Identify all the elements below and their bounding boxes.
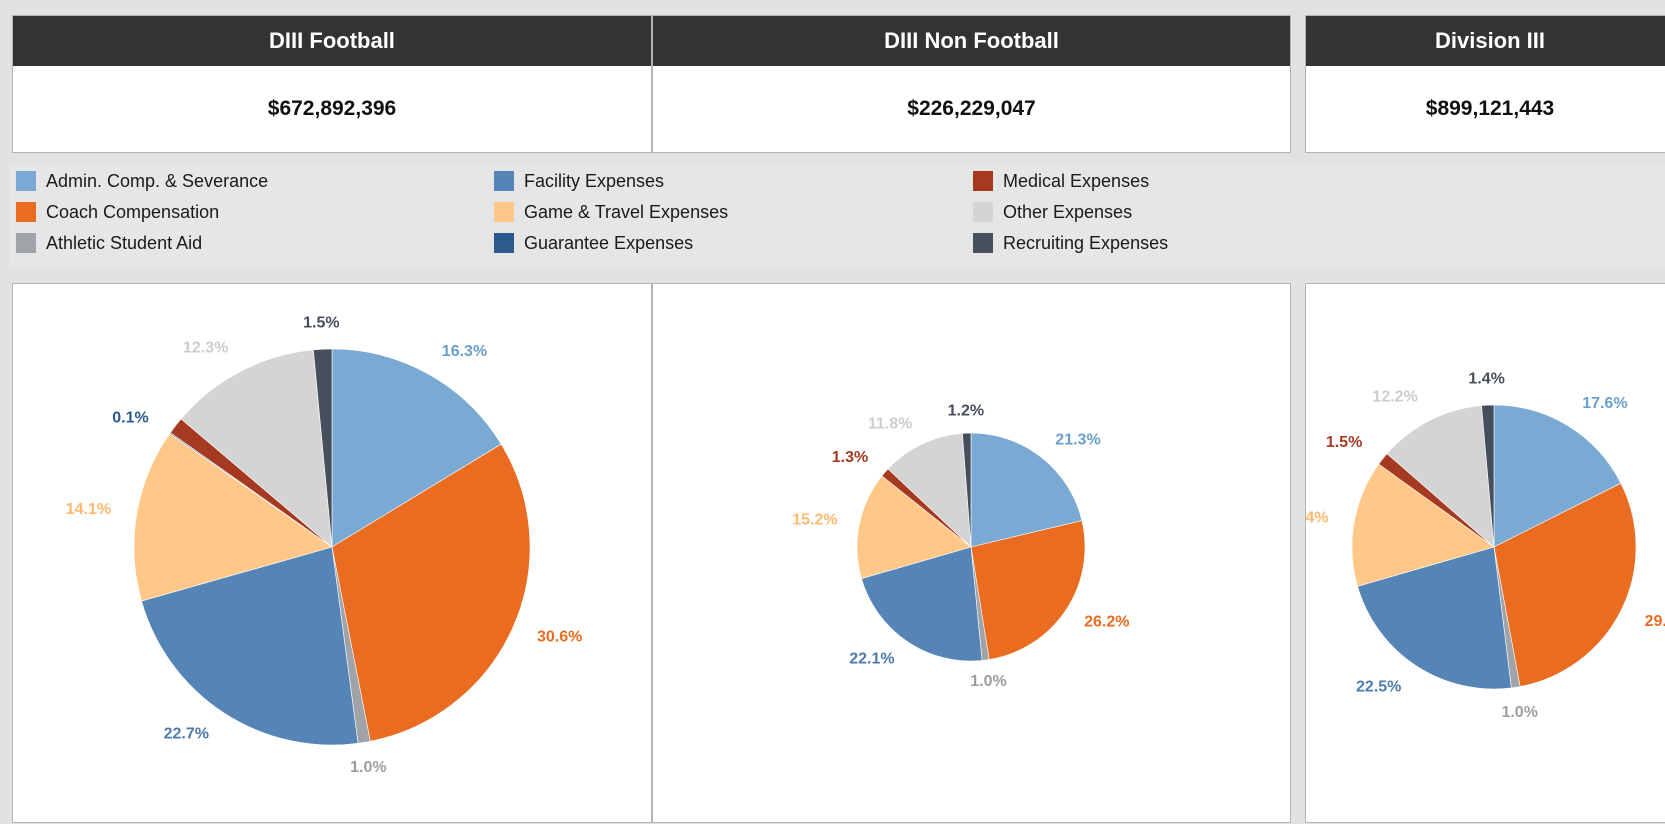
pie-slice-admin-comp-severance[interactable]	[970, 432, 1083, 548]
pie-data-label-other-expenses: 11.8%	[868, 416, 912, 433]
pie-slice-other-expenses[interactable]	[1386, 405, 1495, 548]
pie-slice-other-expenses[interactable]	[180, 349, 333, 548]
pie-slice-facility-expenses[interactable]	[1357, 546, 1512, 690]
pie-slice-recruiting-expenses[interactable]	[962, 432, 972, 548]
pie-data-label-other-expenses: 12.3%	[183, 340, 228, 357]
kpi-panel-diii-football: DIII Football $672,892,396	[12, 15, 652, 153]
legend-item-medical-expenses[interactable]: Medical Expenses	[973, 171, 1149, 191]
pie-slice-admin-comp-severance[interactable]	[331, 348, 502, 548]
legend-label: Guarantee Expenses	[524, 232, 694, 253]
kpi-panel-diii-non-football: DIII Non Football $226,229,047	[652, 15, 1291, 153]
kpi-title: DIII Football	[13, 16, 651, 66]
chart-legend: Admin. Comp. & Severance Coach Compensat…	[10, 165, 1665, 268]
pie-slice-admin-comp-severance[interactable]	[1493, 404, 1622, 548]
pie-slice-coach-compensation[interactable]	[331, 443, 531, 742]
pie-data-label-recruiting-expenses: 1.4%	[1468, 370, 1504, 387]
pie-data-label-game-travel-expenses: 15.2%	[792, 512, 837, 529]
legend-label: Other Expenses	[1003, 201, 1133, 222]
pie-slice-game-travel-expenses[interactable]	[1351, 463, 1495, 587]
legend-label: Admin. Comp. & Severance	[46, 170, 269, 191]
legend-swatch	[16, 202, 36, 222]
pie-data-label-other-expenses: 12.2%	[1372, 389, 1417, 406]
legend-swatch	[973, 171, 993, 191]
pie-chart-panel-diii-non-football: 21.3% 26.2% 1.0% 22.1% 15.2% 1.3% 11.8% 1.2%	[652, 283, 1291, 823]
pie-data-label-coach-compensation: 26.2%	[1084, 614, 1129, 631]
legend-item-recruiting-expenses[interactable]: Recruiting Expenses	[973, 233, 1168, 253]
legend-item-athletic-student-aid[interactable]: Athletic Student Aid	[16, 233, 202, 253]
legend-swatch	[494, 202, 514, 222]
pie-data-label-guarantee-expenses: 0.1%	[112, 409, 148, 426]
legend-label: Medical Expenses	[1003, 170, 1150, 191]
pie-slice-game-travel-expenses[interactable]	[133, 433, 333, 602]
pie-slice-other-expenses[interactable]	[887, 432, 972, 548]
pie-slice-coach-compensation[interactable]	[1493, 482, 1637, 687]
legend-item-other-expenses[interactable]: Other Expenses	[973, 202, 1132, 222]
pie-data-label-game-travel-expenses: 14.4%	[1306, 510, 1329, 527]
kpi-title: DIII Non Football	[653, 16, 1290, 66]
legend-item-guarantee-expenses[interactable]: Guarantee Expenses	[494, 233, 693, 253]
pie-chart-diii-non-football: 21.3% 26.2% 1.0% 22.1% 15.2% 1.3%11.8% 1.2%	[792, 402, 1129, 690]
legend-swatch	[494, 233, 514, 253]
pie-chart-division-iii: 17.6% 29.5% 1.0% 22.5% 14.4% 1.5% 12.2% 1.4%	[1306, 370, 1665, 721]
legend-swatch	[494, 171, 514, 191]
pie-slice-game-travel-expenses[interactable]	[856, 475, 972, 579]
pie-data-label-medical-expenses: 1.3%	[832, 449, 868, 466]
legend-item-facility-expenses[interactable]: Facility Expenses	[494, 171, 664, 191]
legend-label: Athletic Student Aid	[46, 232, 203, 253]
pie-data-label-admin-comp-severance: 17.6%	[1582, 395, 1627, 412]
kpi-panel-division-iii: Division III $899,121,443	[1305, 15, 1665, 153]
legend-label: Recruiting Expenses	[1003, 232, 1169, 253]
pie-chart-diii-football: 16.3% 30.6% 1.0% 22.7% 14.1% 0.1% 12.3% 1.5%	[66, 314, 583, 776]
legend-item-coach-compensation[interactable]: Coach Compensation	[16, 202, 219, 222]
pie-data-label-coach-compensation: 29.5%	[1645, 613, 1665, 630]
kpi-value: $899,121,443	[1425, 97, 1555, 120]
legend-label: Coach Compensation	[46, 201, 220, 222]
pie-slice-facility-expenses[interactable]	[141, 546, 359, 746]
pie-data-label-athletic-student-aid: 1.0%	[970, 673, 1006, 690]
legend-label: Game & Travel Expenses	[524, 201, 729, 222]
pie-slice-recruiting-expenses[interactable]	[1481, 404, 1495, 548]
pie-chart-panel-diii-football: 16.3% 30.6% 1.0% 22.7% 14.1% 0.1% 12.3% 1.5%	[12, 283, 652, 823]
pie-data-label-facility-expenses: 22.5%	[1356, 678, 1401, 695]
kpi-value: $226,229,047	[907, 97, 1036, 120]
pie-data-label-coach-compensation: 30.6%	[537, 629, 582, 646]
kpi-value: $672,892,396	[267, 97, 397, 120]
pie-data-label-admin-comp-severance: 21.3%	[1055, 432, 1100, 449]
legend-swatch	[16, 171, 36, 191]
legend-swatch	[973, 233, 993, 253]
pie-data-label-game-travel-expenses: 14.1%	[66, 501, 111, 518]
pie-data-label-recruiting-expenses: 1.2%	[948, 402, 984, 419]
legend-swatch	[16, 233, 36, 253]
pie-data-label-facility-expenses: 22.7%	[164, 725, 209, 742]
pie-slice-recruiting-expenses[interactable]	[313, 348, 333, 548]
legend-item-game-travel-expenses[interactable]: Game & Travel Expenses	[494, 202, 728, 222]
pie-slice-facility-expenses[interactable]	[861, 546, 983, 662]
pie-data-label-athletic-student-aid: 1.0%	[350, 759, 386, 776]
kpi-title: Division III	[1306, 16, 1665, 66]
pie-chart-panel-division-iii: 17.6% 29.5% 1.0% 22.5% 14.4% 1.5% 12.2% 1.4%	[1305, 283, 1665, 823]
legend-swatch	[973, 202, 993, 222]
pie-data-label-admin-comp-severance: 16.3%	[442, 343, 487, 360]
pie-data-label-medical-expenses: 1.5%	[1326, 434, 1362, 451]
pie-data-label-athletic-student-aid: 1.0%	[1501, 704, 1537, 721]
legend-label: Facility Expenses	[524, 170, 665, 191]
pie-data-label-recruiting-expenses: 1.5%	[303, 314, 339, 331]
pie-slice-coach-compensation[interactable]	[970, 520, 1086, 660]
legend-item-admin-comp[interactable]: Admin. Comp. & Severance	[16, 171, 268, 191]
pie-data-label-facility-expenses: 22.1%	[849, 651, 894, 668]
